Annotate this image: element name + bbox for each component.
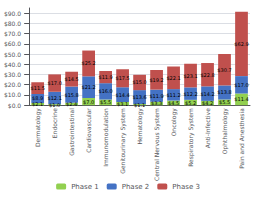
- svg-text:$15.8: $15.8: [64, 92, 78, 98]
- svg-text:$25.2: $25.2: [81, 60, 95, 66]
- svg-text:$4.5: $4.5: [168, 100, 179, 106]
- svg-text:Hematology: Hematology: [136, 108, 144, 145]
- svg-text:$22.8: $22.8: [200, 72, 214, 78]
- svg-text:$8.9: $8.9: [32, 95, 43, 101]
- svg-text:Endocrine: Endocrine: [51, 108, 58, 138]
- svg-text:$10.0: $10.0: [4, 91, 21, 98]
- svg-text:$13.6: $13.6: [132, 94, 146, 100]
- svg-text:$23.1: $23.1: [183, 73, 197, 79]
- svg-text:$11.2: $11.2: [166, 92, 180, 98]
- svg-text:$12.1: $12.1: [47, 95, 61, 101]
- svg-text:$62.9: $62.9: [234, 41, 248, 47]
- svg-text:$21.2: $21.2: [81, 84, 95, 90]
- svg-text:$40.0: $40.0: [4, 61, 21, 68]
- svg-text:$3.1: $3.1: [117, 101, 128, 107]
- svg-text:$11.9: $11.9: [98, 74, 112, 80]
- svg-text:$12.2: $12.2: [183, 91, 197, 97]
- svg-text:$22.1: $22.1: [166, 75, 180, 81]
- svg-text:$11.5: $11.5: [31, 85, 45, 91]
- svg-text:$30.7: $30.7: [217, 67, 231, 73]
- svg-text:$0.0: $0.0: [8, 102, 22, 109]
- svg-text:$17.5: $17.5: [115, 75, 129, 81]
- svg-text:$17.0: $17.0: [47, 80, 61, 86]
- svg-text:$3.3: $3.3: [151, 100, 162, 106]
- svg-text:$7.0: $7.0: [83, 99, 94, 105]
- svg-text:$14.4: $14.4: [115, 92, 129, 98]
- svg-text:Ophthalmology: Ophthalmology: [221, 108, 229, 154]
- svg-text:$14.2: $14.2: [200, 91, 214, 97]
- svg-text:$20.0: $20.0: [4, 81, 21, 88]
- svg-text:$1.1: $1.1: [134, 102, 145, 108]
- svg-text:$15.0: $15.0: [132, 79, 146, 85]
- svg-text:Central Nervous System: Central Nervous System: [153, 108, 161, 181]
- svg-text:$80.0: $80.0: [4, 20, 21, 27]
- svg-text:Dermatology: Dermatology: [34, 108, 42, 147]
- svg-text:$1.0: $1.0: [49, 102, 60, 108]
- svg-text:Cardiovascular: Cardiovascular: [85, 108, 92, 153]
- svg-text:Gastrointestinal: Gastrointestinal: [68, 108, 75, 156]
- svg-text:$17.0: $17.0: [234, 82, 248, 88]
- svg-text:$5.2: $5.2: [185, 100, 196, 106]
- svg-text:$50.0: $50.0: [4, 51, 21, 58]
- svg-text:$14.5: $14.5: [64, 76, 78, 82]
- svg-text:Phase 2: Phase 2: [122, 183, 150, 191]
- svg-text:$13.8: $13.8: [217, 89, 231, 95]
- svg-text:$5.5: $5.5: [100, 99, 111, 105]
- svg-text:$2.4: $2.4: [66, 101, 77, 107]
- svg-text:$90.0: $90.0: [4, 10, 21, 17]
- svg-text:Anti-Infective: Anti-Infective: [204, 108, 211, 148]
- svg-text:$11.4: $11.4: [234, 96, 248, 102]
- svg-text:$16.0: $16.0: [98, 88, 112, 94]
- svg-text:Phase 1: Phase 1: [71, 183, 99, 191]
- svg-text:Pain and Anesthesia: Pain and Anesthesia: [238, 108, 245, 169]
- svg-text:$30.0: $30.0: [4, 71, 21, 78]
- svg-text:$19.2: $19.2: [149, 77, 163, 83]
- svg-text:Respiratory System: Respiratory System: [187, 108, 195, 167]
- svg-text:Phase 3: Phase 3: [172, 183, 200, 191]
- svg-text:$60.0: $60.0: [4, 40, 21, 47]
- svg-text:$11.9: $11.9: [149, 93, 163, 99]
- svg-text:$2.1: $2.1: [32, 101, 43, 107]
- svg-text:Genitourinary System: Genitourinary System: [119, 108, 127, 174]
- svg-text:Immunomodulation: Immunomodulation: [102, 108, 109, 167]
- svg-text:$70.0: $70.0: [4, 30, 21, 37]
- svg-text:$4.2: $4.2: [202, 100, 213, 106]
- svg-text:$5.5: $5.5: [219, 99, 230, 105]
- svg-text:Oncology: Oncology: [170, 108, 178, 137]
